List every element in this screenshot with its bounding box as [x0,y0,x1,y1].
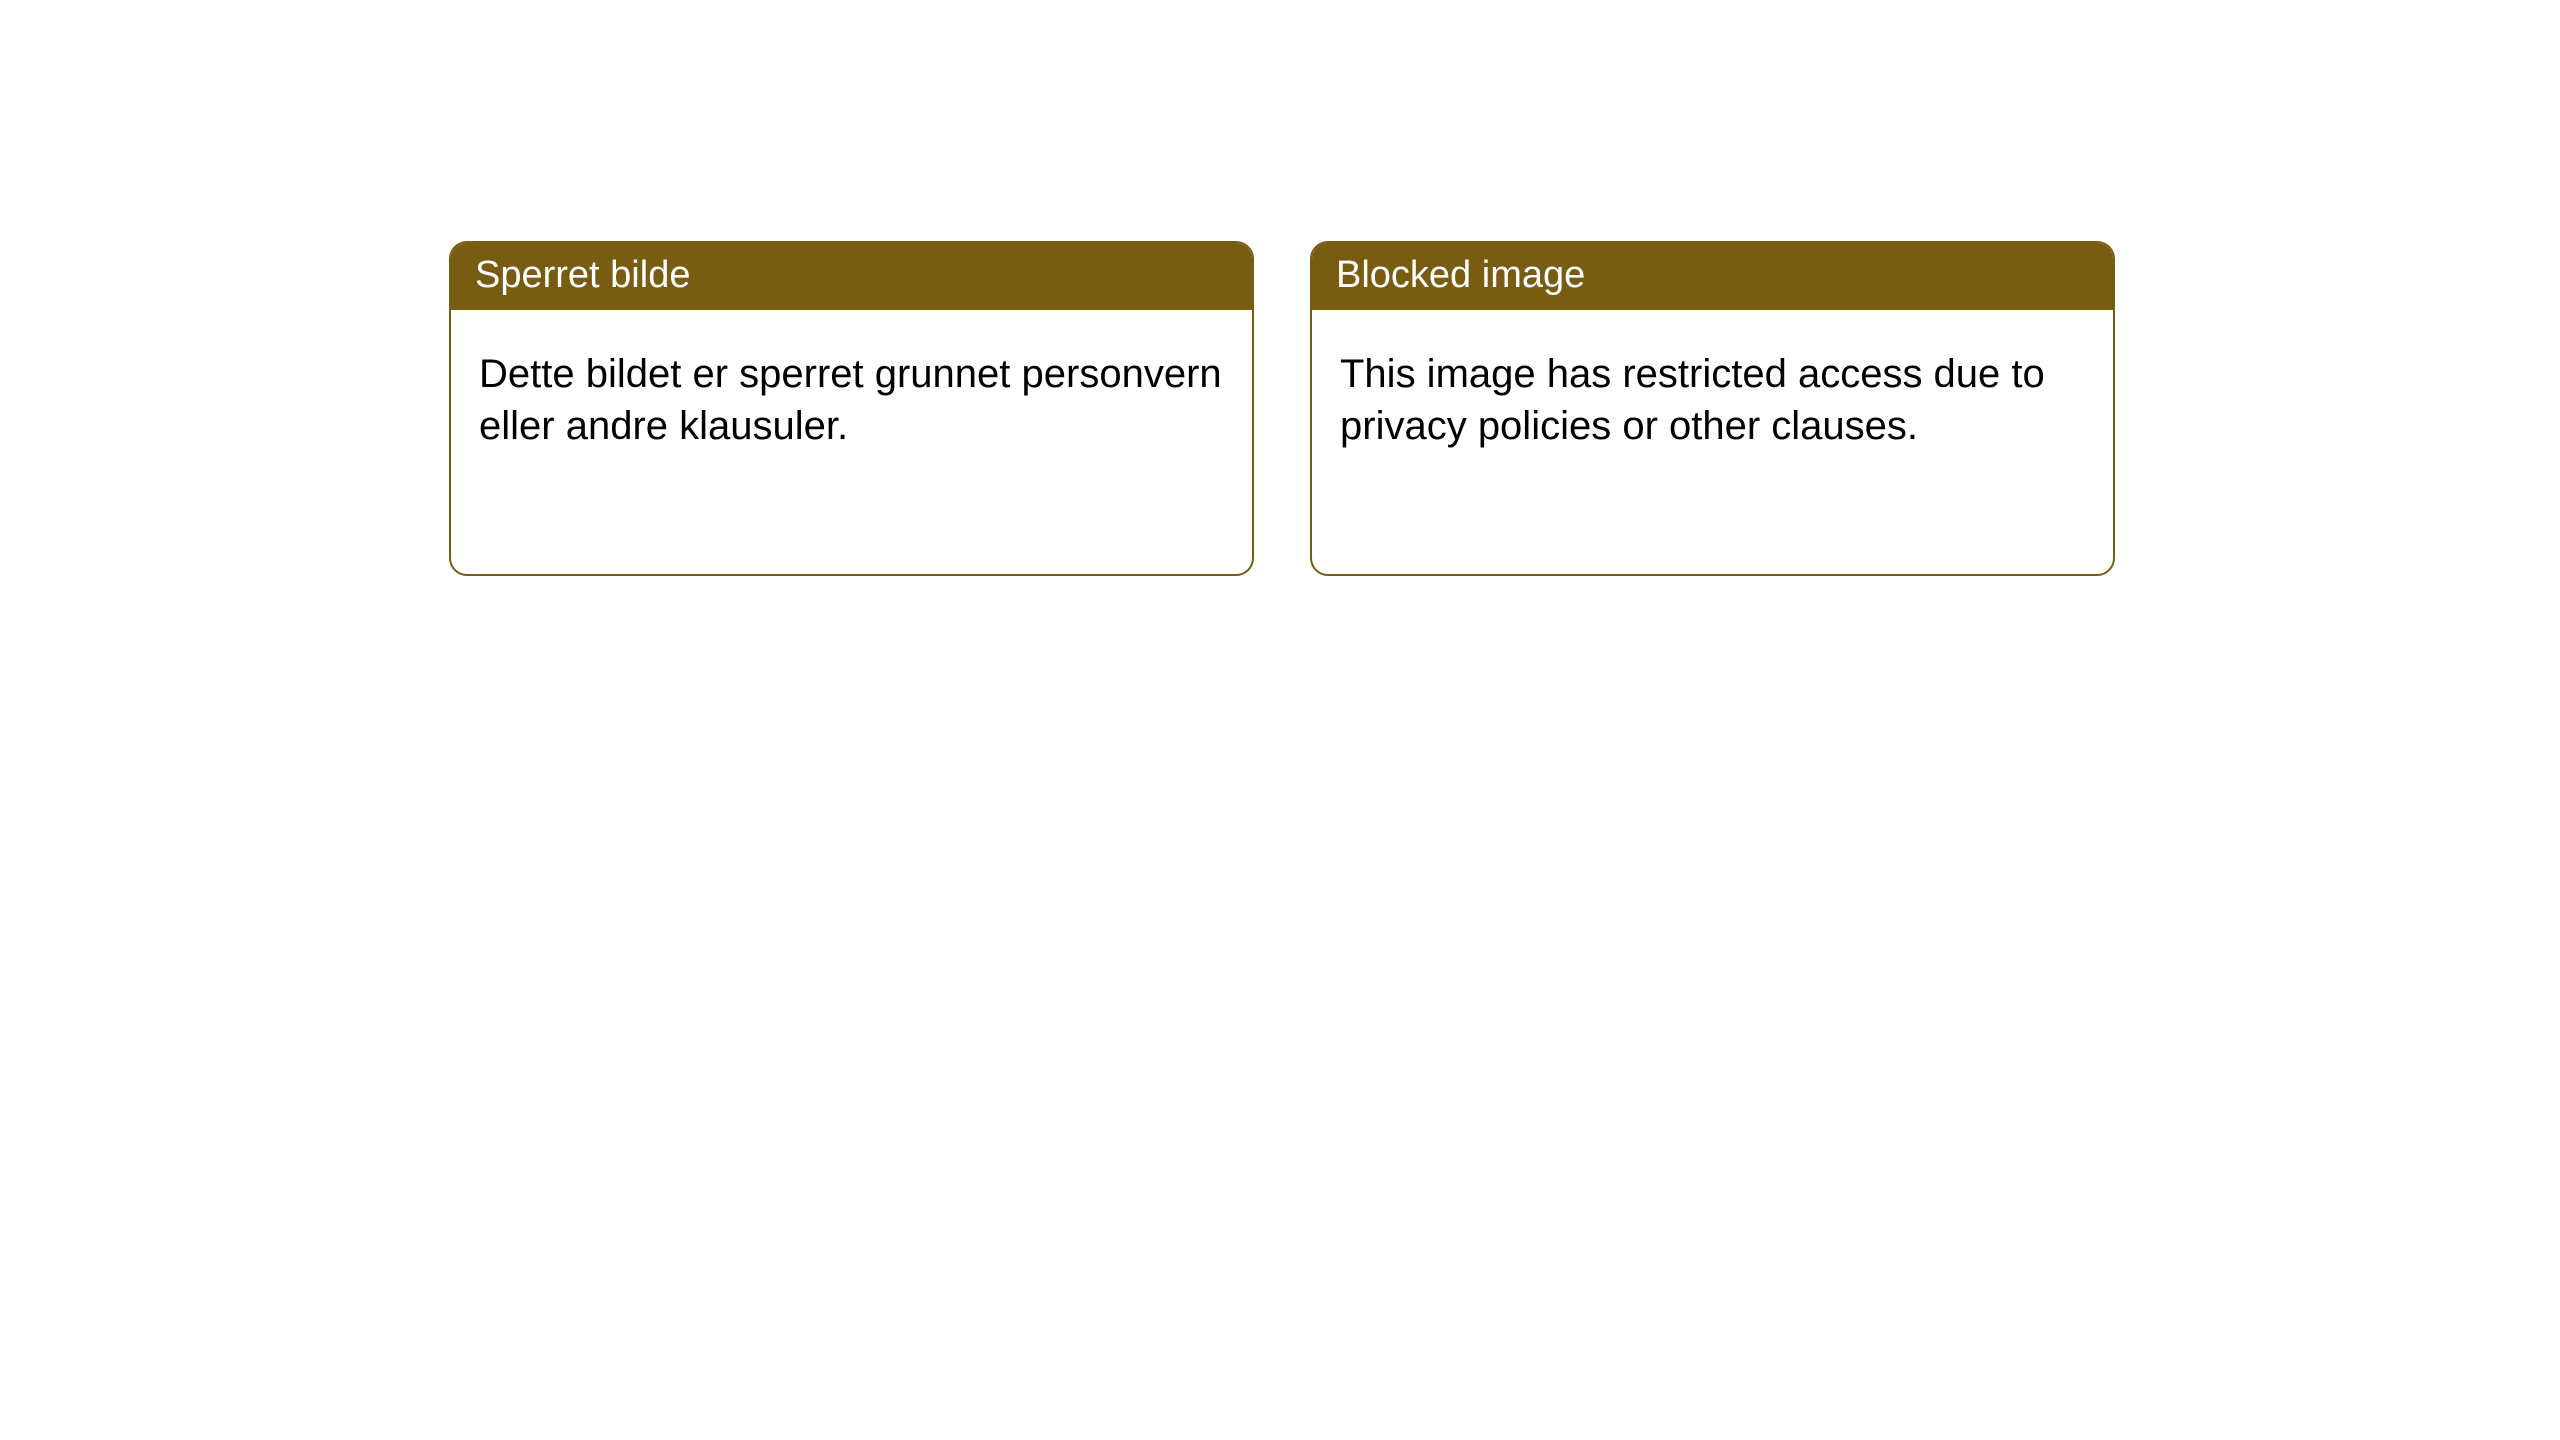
card-title: Sperret bilde [475,254,690,296]
card-body: This image has restricted access due to … [1312,310,2113,490]
card-header: Blocked image [1312,243,2113,310]
blocked-image-card-en: Blocked image This image has restricted … [1310,241,2115,576]
card-message: This image has restricted access due to … [1340,352,2045,448]
card-body: Dette bildet er sperret grunnet personve… [451,310,1252,490]
notice-cards-container: Sperret bilde Dette bildet er sperret gr… [0,0,2560,576]
card-message: Dette bildet er sperret grunnet personve… [479,352,1222,448]
blocked-image-card-no: Sperret bilde Dette bildet er sperret gr… [449,241,1254,576]
card-header: Sperret bilde [451,243,1252,310]
card-title: Blocked image [1336,254,1585,296]
